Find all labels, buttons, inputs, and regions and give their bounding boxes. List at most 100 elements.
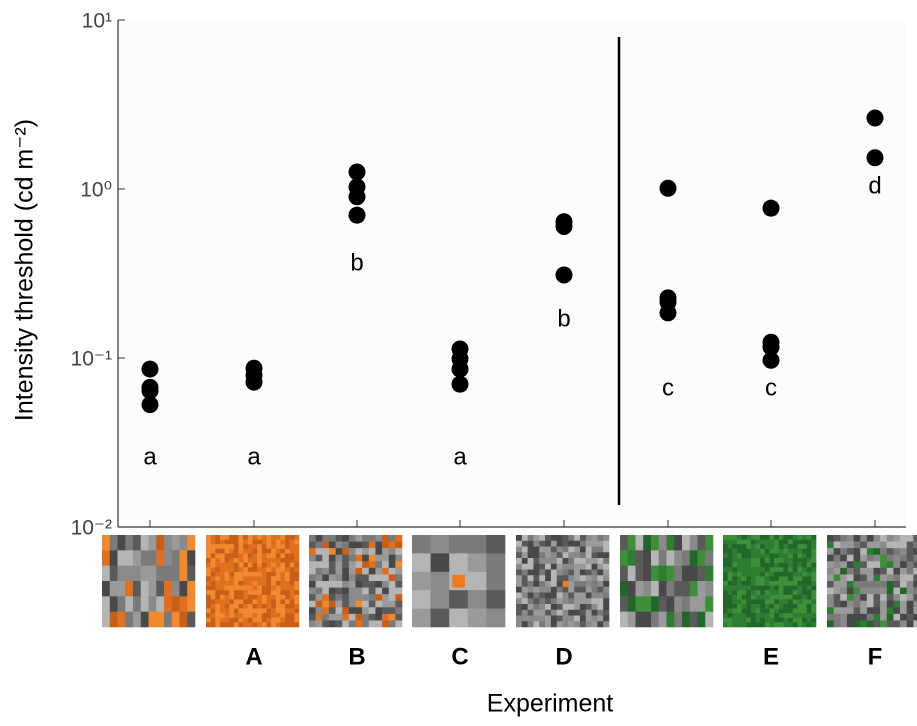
pixel <box>215 581 221 586</box>
pixel <box>568 552 575 559</box>
pixel <box>527 558 534 565</box>
pixel <box>866 587 874 595</box>
pixel <box>355 613 363 621</box>
pixel <box>750 548 756 554</box>
stimulus-image <box>827 535 917 628</box>
pixel <box>539 592 546 599</box>
pixel <box>732 562 738 568</box>
pixel <box>689 611 698 628</box>
pixel <box>243 576 249 582</box>
pixel <box>620 535 629 551</box>
pixel <box>811 562 817 568</box>
pixel <box>252 585 258 591</box>
pixel <box>597 621 604 628</box>
pixel <box>271 590 277 596</box>
pixel <box>788 604 794 609</box>
pixel <box>886 548 894 556</box>
pixel <box>210 576 216 582</box>
pixel <box>261 571 267 577</box>
pixel <box>315 535 323 542</box>
pixel <box>597 535 604 542</box>
point <box>141 382 159 400</box>
pixel <box>783 613 789 619</box>
pixel <box>674 611 683 628</box>
pixel <box>294 544 300 550</box>
pixel <box>732 567 738 573</box>
pixel <box>395 594 403 602</box>
pixel <box>275 567 281 573</box>
pixel <box>109 596 118 612</box>
pixel <box>732 594 738 600</box>
pixel <box>579 558 587 565</box>
pixel <box>539 552 546 559</box>
pixel <box>597 563 604 570</box>
pixel <box>585 546 592 553</box>
pixel <box>635 596 644 612</box>
pixel <box>328 535 336 542</box>
pixel <box>746 544 752 550</box>
pixel <box>362 541 370 549</box>
pixel <box>285 617 290 623</box>
pixel <box>224 590 230 596</box>
pixel <box>533 535 540 542</box>
pixel <box>723 553 728 559</box>
pixel <box>556 540 563 547</box>
pixel <box>362 561 370 569</box>
pixel <box>210 558 216 563</box>
pixel <box>866 607 874 615</box>
pixel <box>266 548 272 554</box>
pixel <box>833 548 841 556</box>
pixel <box>348 613 356 621</box>
pixel <box>811 613 817 619</box>
pixel <box>746 599 752 605</box>
pixel <box>280 535 286 540</box>
pixel <box>335 567 343 575</box>
pixel <box>873 581 881 588</box>
pixel <box>247 576 253 582</box>
pixel <box>219 585 225 591</box>
pixel <box>206 539 211 545</box>
pixel <box>257 553 263 559</box>
pixel <box>539 563 546 570</box>
pixel <box>846 600 854 608</box>
pixel <box>568 563 575 570</box>
pixel <box>556 598 563 605</box>
pixel <box>846 620 854 628</box>
pixel <box>328 620 336 628</box>
pixel <box>266 539 272 545</box>
pixel <box>597 540 604 547</box>
pixel <box>335 535 343 542</box>
pixel <box>247 594 253 600</box>
pixel <box>562 604 569 611</box>
pixel <box>732 571 738 577</box>
pixel <box>275 613 281 619</box>
pixel <box>797 548 803 554</box>
pixel <box>539 558 546 565</box>
pixel <box>280 594 286 600</box>
pixel <box>788 548 794 554</box>
pixel <box>335 554 343 562</box>
pixel <box>778 553 784 559</box>
pixel <box>741 562 747 568</box>
pixel <box>229 617 235 623</box>
pixel <box>562 575 569 582</box>
pixel <box>252 590 258 596</box>
pixel <box>827 620 834 628</box>
pixel <box>206 548 211 554</box>
pixel <box>682 565 691 582</box>
pixel <box>342 535 350 542</box>
pixel <box>886 594 894 602</box>
pixel <box>467 553 487 573</box>
pixel <box>309 567 316 575</box>
pixel <box>521 540 528 547</box>
pixel <box>257 599 263 605</box>
pixel <box>556 552 563 559</box>
pixel <box>257 548 263 554</box>
pixel <box>224 604 230 609</box>
pixel <box>797 553 803 559</box>
pixel <box>156 611 165 628</box>
pixel <box>906 613 914 621</box>
pixel <box>579 569 587 576</box>
pixel <box>591 615 598 622</box>
pixel <box>315 561 323 569</box>
